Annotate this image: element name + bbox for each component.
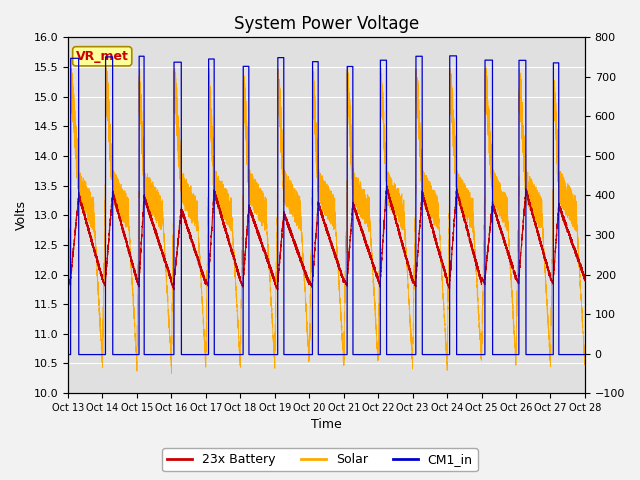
Text: VR_met: VR_met (76, 50, 129, 63)
Y-axis label: Volts: Volts (15, 200, 28, 230)
Legend: 23x Battery, Solar, CM1_in: 23x Battery, Solar, CM1_in (163, 448, 477, 471)
Title: System Power Voltage: System Power Voltage (234, 15, 419, 33)
X-axis label: Time: Time (311, 419, 342, 432)
